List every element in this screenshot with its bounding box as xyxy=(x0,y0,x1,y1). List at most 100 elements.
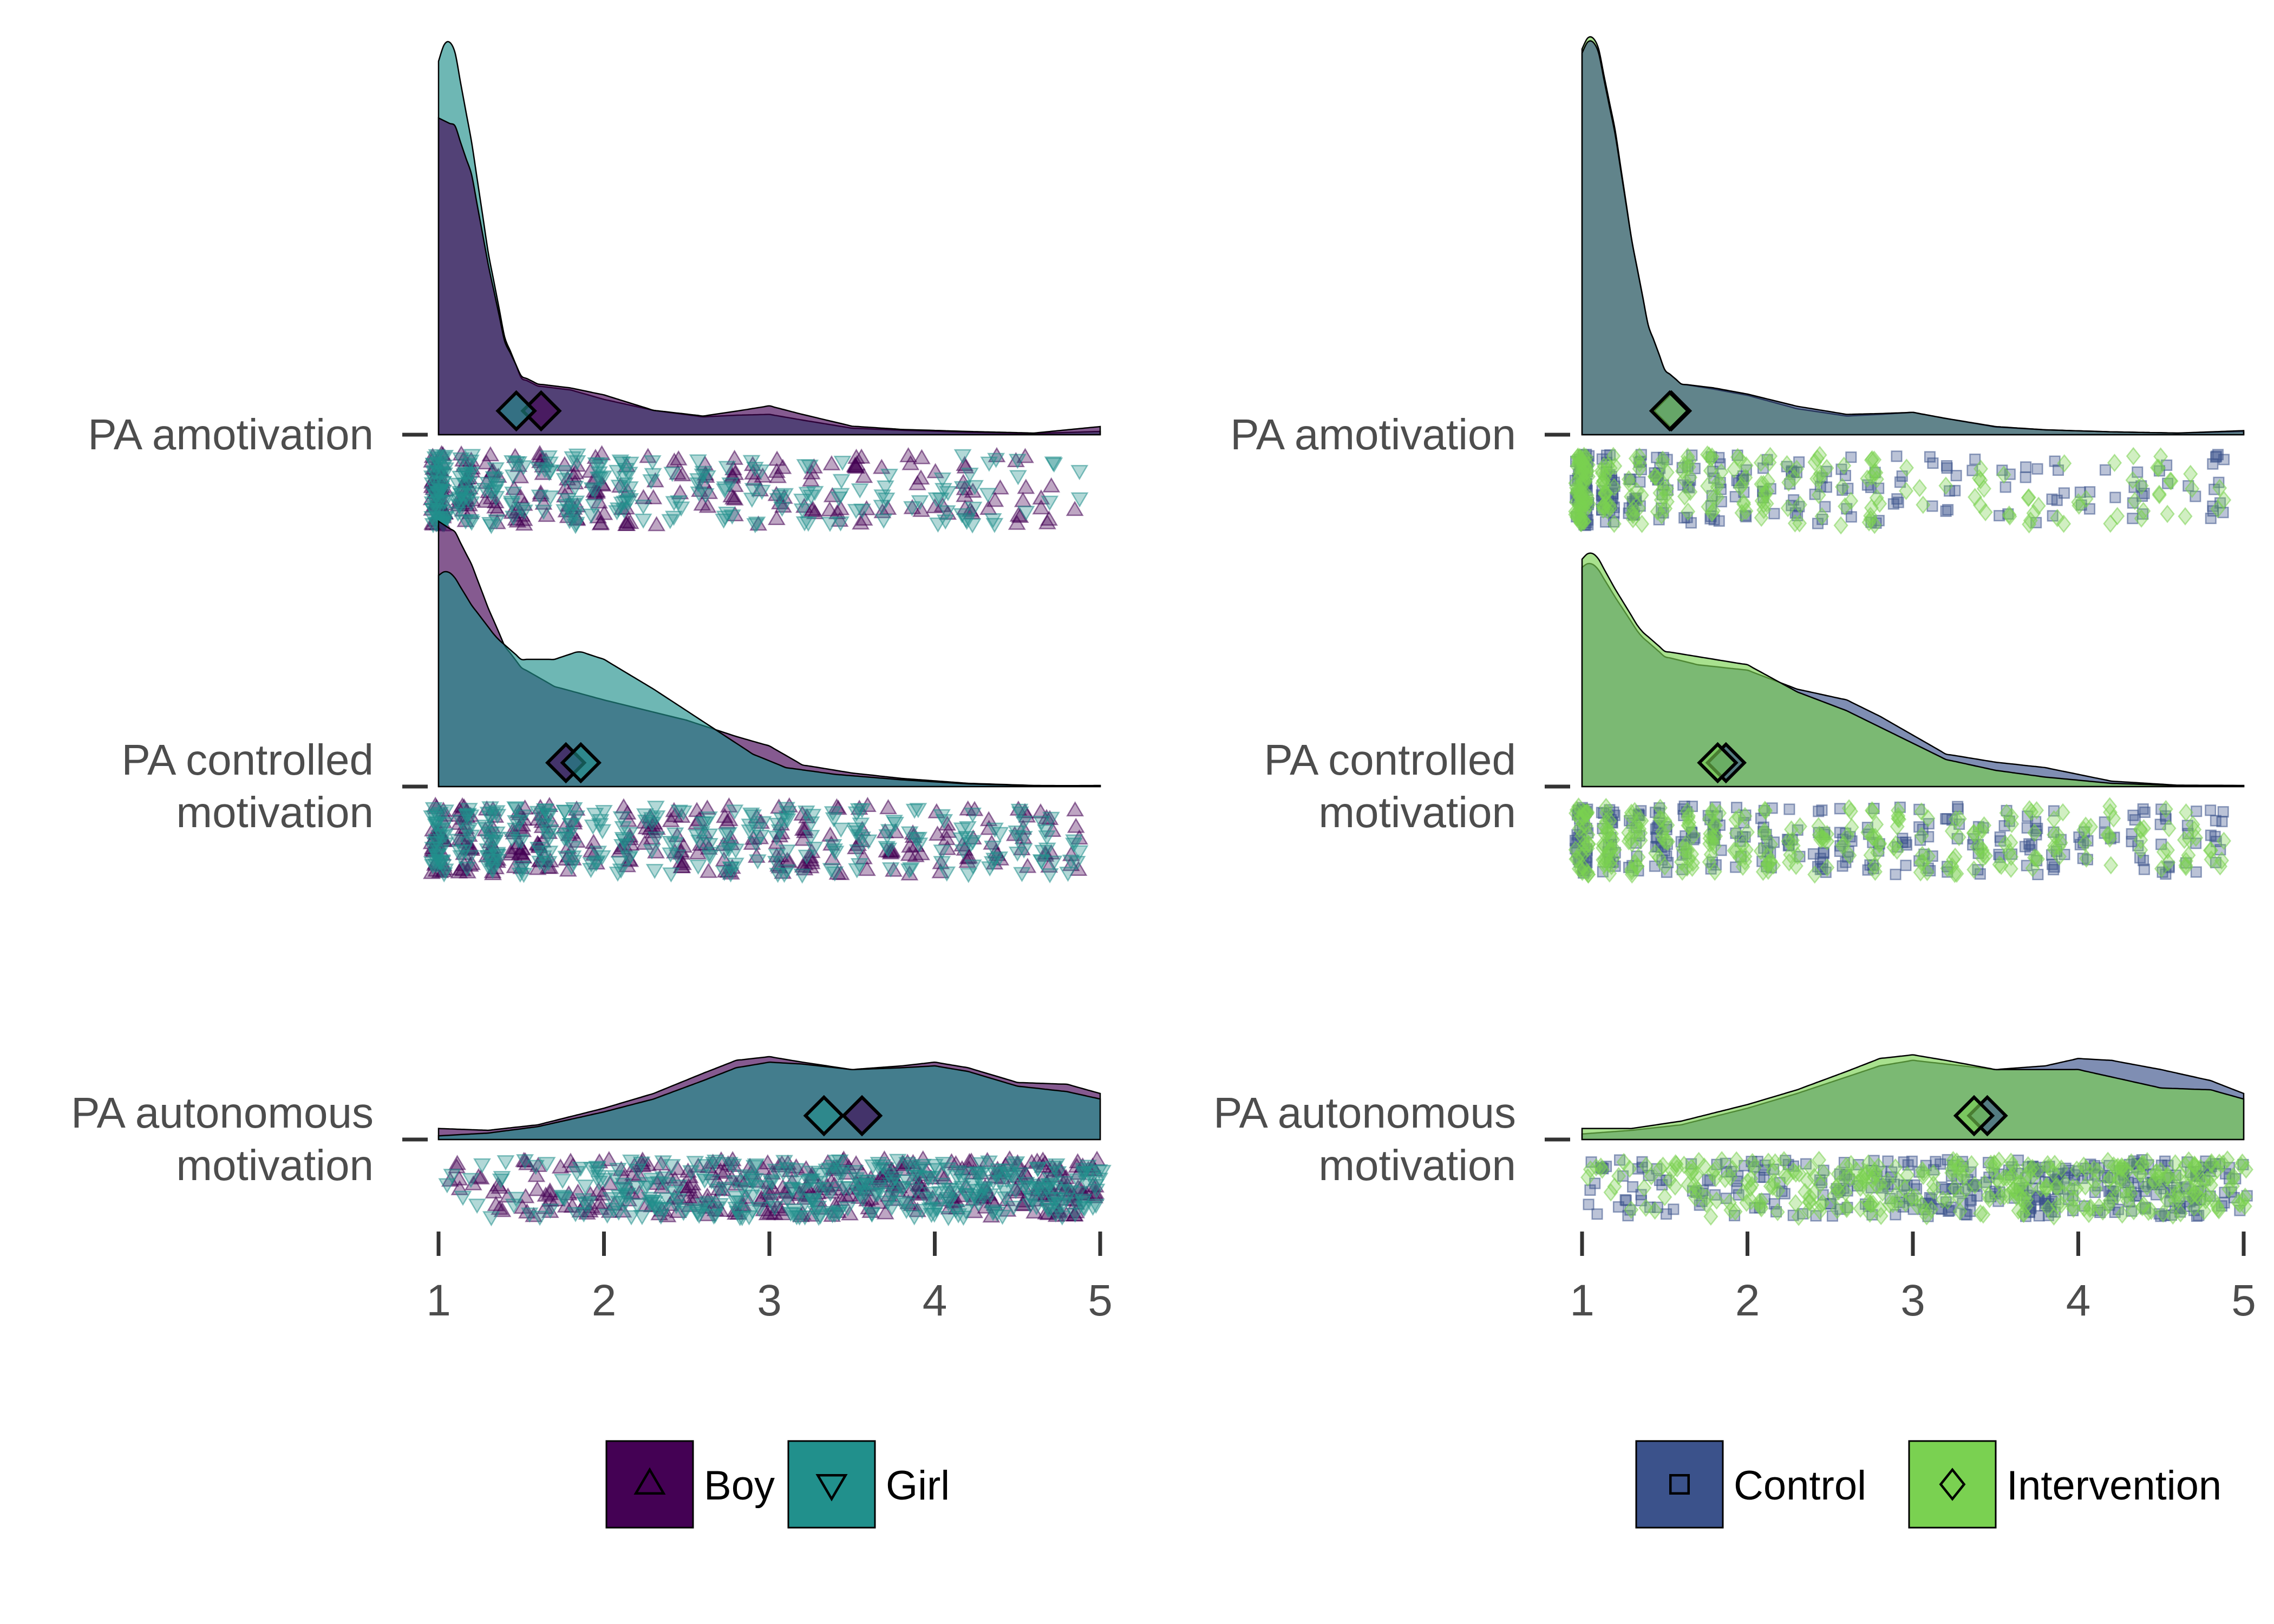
raindrop-point xyxy=(769,468,787,483)
raindrop-point xyxy=(874,513,893,529)
raindrop-point xyxy=(429,486,448,501)
row-label-line: PA controlled xyxy=(1264,736,1516,784)
raindrop-point xyxy=(556,504,573,520)
raindrop-point xyxy=(1845,511,1857,523)
raindrop-point xyxy=(452,488,471,503)
raindrop-point xyxy=(2019,841,2031,853)
row-2: PA controlled motivation xyxy=(1264,552,2245,884)
raindrop-point xyxy=(743,493,761,508)
raindrop-point xyxy=(715,513,733,529)
legend-label: Boy xyxy=(704,1463,775,1509)
raindrop-point xyxy=(585,499,603,514)
raindrop-point xyxy=(672,844,690,860)
raindrop-point xyxy=(504,486,522,502)
raindrop-point xyxy=(1833,516,1848,535)
raindrop-point xyxy=(476,493,495,508)
raindrop-point xyxy=(848,455,866,470)
density-clouds xyxy=(437,520,1101,788)
raindrop-point xyxy=(2126,447,2141,466)
raindrop-point xyxy=(991,479,1009,495)
raindrop-point xyxy=(541,490,559,506)
raindrop-point xyxy=(643,455,662,470)
raindrop-point xyxy=(2033,1210,2045,1222)
raindrop-point xyxy=(663,467,682,482)
row-label-line: PA amotivation xyxy=(1230,410,1516,459)
raindrop-point xyxy=(908,475,926,490)
row-label-line: PA controlled xyxy=(122,736,374,784)
legend-label: Girl xyxy=(886,1463,950,1509)
raindrop-point xyxy=(665,496,683,512)
raindrop-point xyxy=(541,456,559,472)
row-1: PA amotivation xyxy=(1230,36,2245,535)
raindrop-point xyxy=(984,513,1002,528)
legend-key xyxy=(1635,1440,1724,1529)
raindrop-point xyxy=(963,518,982,534)
legend-key xyxy=(605,1440,694,1529)
raindrop-point xyxy=(693,495,711,511)
raindrop-point xyxy=(515,504,533,520)
row-3: PA autonomous motivation xyxy=(71,1056,1112,1227)
raindrop-point xyxy=(1013,867,1031,882)
raindrop-point xyxy=(1070,464,1089,480)
raindrop-point xyxy=(423,477,442,493)
raindrop-point xyxy=(1900,860,1912,872)
raindrop-point xyxy=(509,456,528,472)
raindrop-point xyxy=(873,500,891,515)
raindrop-point xyxy=(1584,1184,1596,1196)
raindrop-point xyxy=(616,471,634,487)
raindrop-point xyxy=(912,845,930,861)
raindrop-point xyxy=(767,510,786,526)
raindrop-point xyxy=(696,488,715,503)
row-label-line: PA autonomous xyxy=(71,1089,374,1137)
raindrop-point xyxy=(880,468,898,484)
raindrop-point xyxy=(2051,494,2063,506)
raindrop-point xyxy=(426,451,445,467)
raindrop-point xyxy=(753,484,771,500)
raindrop-point xyxy=(1950,470,1962,482)
raindrop-point xyxy=(1066,501,1084,516)
legend-item-intervention: Intervention xyxy=(1908,1440,2221,1529)
raindrop-point xyxy=(2183,464,2198,483)
raindrop-point xyxy=(938,505,956,521)
raindrop-point xyxy=(960,467,979,483)
raindrop-point xyxy=(582,508,600,524)
raindrop-point xyxy=(454,1190,472,1206)
raindrop-point xyxy=(2217,806,2229,818)
raindrop-point xyxy=(634,499,652,515)
raindrop-point xyxy=(594,470,613,486)
row-3: PA autonomous motivation xyxy=(1213,1054,2254,1226)
legend-item-girl: Girl xyxy=(787,1440,950,1529)
raindrop-point xyxy=(2160,505,2175,523)
raindrop-point xyxy=(806,486,824,501)
x-tick-label: 3 xyxy=(1900,1276,1925,1325)
raindrop-point xyxy=(933,472,952,488)
row-label-line: PA autonomous xyxy=(1213,1089,1516,1137)
raindrop-point xyxy=(462,496,480,512)
raindrop-point xyxy=(503,455,521,470)
x-tick-label: 4 xyxy=(2066,1276,2091,1325)
raindrop-point xyxy=(1892,496,1904,508)
raindrop-point xyxy=(482,1211,500,1227)
raindrop-point xyxy=(669,450,688,466)
raindrop-point xyxy=(899,447,918,462)
raindrop-point xyxy=(799,516,818,532)
raindrop-point xyxy=(2216,815,2228,828)
raindrop-point xyxy=(830,492,848,507)
row-label: PA controlled motivation xyxy=(122,736,374,836)
raindrop-point xyxy=(858,500,876,515)
raindrop-point xyxy=(2191,806,2203,817)
raindrop-point xyxy=(821,826,839,842)
raindrop-point xyxy=(1008,454,1027,469)
raindrop-point xyxy=(487,479,506,494)
raindrop-point xyxy=(1783,803,1795,815)
raindrop-point xyxy=(610,480,629,495)
raindrop-point xyxy=(481,446,500,462)
raindrop-point xyxy=(698,497,717,513)
raindrop-point xyxy=(540,466,558,481)
raindrop-point xyxy=(1017,506,1035,521)
raindrop-point xyxy=(793,493,811,509)
raindrop-point xyxy=(2020,472,2031,483)
raindrop-point xyxy=(2178,507,2193,526)
row-label-line: motivation xyxy=(176,788,374,836)
